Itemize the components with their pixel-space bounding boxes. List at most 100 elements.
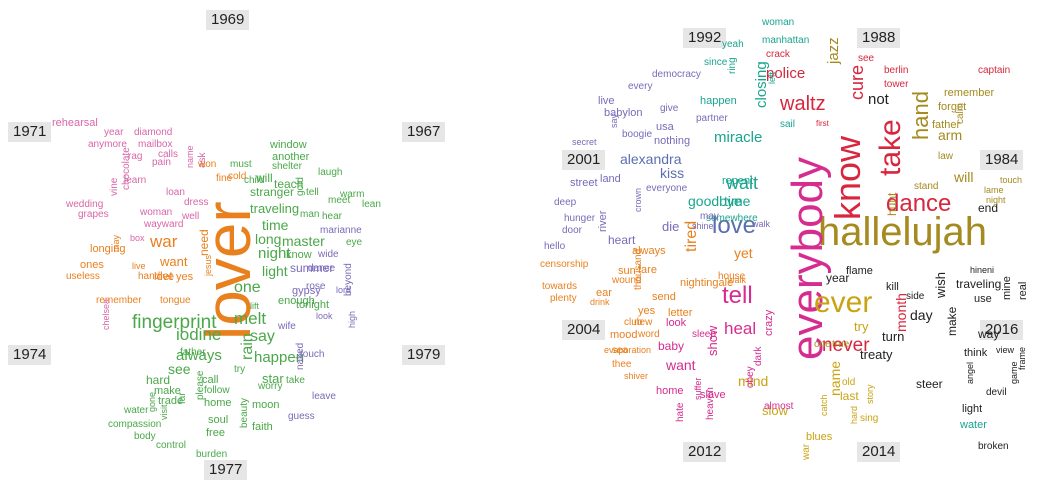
cloud-word-cure: cure xyxy=(847,64,867,100)
cloud-word-another: another xyxy=(272,151,310,163)
cloud-word-see: see xyxy=(168,361,191,377)
cloud-word-rag: rag xyxy=(128,151,143,162)
cloud-word-yet: yet xyxy=(734,245,753,261)
cloud-word-worry: worry xyxy=(258,381,283,392)
cloud-word-arm: arm xyxy=(938,127,963,143)
cloud-word-stranger: stranger xyxy=(250,185,295,199)
cloud-word-take: take xyxy=(874,119,907,176)
cloud-word-hand: hand xyxy=(138,271,161,282)
year-label-2004: 2004 xyxy=(562,320,606,340)
cloud-word-street: street xyxy=(570,177,598,189)
cloud-word-rehearsal: rehearsal xyxy=(52,117,98,129)
cloud-word-meet: meet xyxy=(328,195,351,206)
cloud-word-shine: shine xyxy=(692,221,714,231)
cloud-word-give: give xyxy=(660,103,679,114)
cloud-word-lord: lord xyxy=(336,285,352,295)
cloud-word-law: law xyxy=(938,151,954,162)
cloud-word-left: left xyxy=(767,71,777,84)
cloud-word-home: home xyxy=(204,397,232,409)
cloud-word-must: must xyxy=(230,159,252,170)
cloud-word-turn: turn xyxy=(882,329,905,344)
cloud-word-club: club xyxy=(624,317,643,328)
cloud-word-yeah: yeah xyxy=(722,39,744,50)
cloud-word-useless: useless xyxy=(66,271,100,282)
cloud-word-story: story xyxy=(865,384,875,404)
cloud-word-one: one xyxy=(234,279,261,296)
cloud-word-sun: sun xyxy=(618,265,636,277)
cloud-word-fingerprint: fingerprint xyxy=(132,312,217,333)
cloud-word-one: one xyxy=(814,339,831,350)
cloud-word-yes: yes xyxy=(638,305,656,317)
cloud-word-hear: hear xyxy=(322,211,343,222)
cloud-word-want: want xyxy=(666,357,696,373)
cloud-word-tell: tell xyxy=(306,187,319,198)
cloud-word-man: man xyxy=(300,209,320,220)
cloud-word-burden: burden xyxy=(196,449,228,460)
cloud-word-eye: eye xyxy=(346,237,363,248)
cloud-word-gypsy: gypsy xyxy=(292,285,321,297)
cloud-word-jesus: jesus xyxy=(203,254,213,276)
cloud-word-laugh: laugh xyxy=(318,167,343,178)
cloud-word-soul: soul xyxy=(208,414,229,426)
cloud-word-not: not xyxy=(868,91,889,108)
year-label-1974: 1974 xyxy=(8,345,52,365)
cloud-word-yes: yes xyxy=(176,271,194,283)
cloud-word-ear: ear xyxy=(596,287,612,299)
cloud-word-kill: kill xyxy=(886,281,899,293)
cloud-word-river: river xyxy=(597,210,609,232)
cloud-word-walk: walk xyxy=(728,275,747,285)
cloud-word-tell: tell xyxy=(722,282,753,309)
cloud-word-summer: summer xyxy=(290,261,334,275)
cloud-word-happen: happen xyxy=(700,95,737,107)
cloud-word-anymore: anymore xyxy=(88,139,127,150)
cloud-word-tongue: tongue xyxy=(160,295,191,306)
cloud-word-lift: lift xyxy=(250,301,259,311)
cloud-word-gone: gone xyxy=(147,391,157,412)
cloud-word-deep: deep xyxy=(554,197,577,208)
cloud-word-live: live xyxy=(132,261,146,271)
word-cloud-left: 1969 1967 1971 1974 1979 1977 lover fingerprint… xyxy=(0,0,450,480)
cloud-word-night: night xyxy=(258,245,291,262)
cloud-word-want: want xyxy=(160,254,188,269)
cloud-word-make: make xyxy=(154,385,181,397)
cloud-word-manhattan: manhattan xyxy=(762,35,810,46)
cloud-word-hand: hand xyxy=(908,91,933,140)
cloud-word-mood: mood xyxy=(610,329,638,341)
cloud-word-suffer: suffer xyxy=(693,377,703,400)
cloud-word-moon: moon xyxy=(252,399,280,411)
cloud-word-secret: secret xyxy=(572,137,597,147)
cloud-word-captain: captain xyxy=(978,65,1011,76)
cloud-word-child: child xyxy=(244,175,265,186)
cloud-word-tonight: tonight xyxy=(296,299,330,311)
year-label-2012: 2012 xyxy=(683,442,727,462)
cloud-word-frame: frame xyxy=(1017,346,1027,370)
cloud-word-wound: wound xyxy=(612,275,642,286)
cloud-word-leave: leave xyxy=(312,391,336,402)
cloud-word-naked: naked xyxy=(295,342,306,370)
cloud-word-treaty: treaty xyxy=(860,347,893,362)
year-label-2014: 2014 xyxy=(857,442,901,462)
cloud-word-tower: tower xyxy=(884,79,909,90)
cloud-word-follow: follow xyxy=(204,385,230,396)
cloud-word-crazy: crazy xyxy=(763,309,775,336)
cloud-word-gold: gold xyxy=(295,177,306,196)
cloud-word-calls: calls xyxy=(158,149,179,160)
cloud-word-long: long xyxy=(255,231,282,247)
cloud-word-melt: melt xyxy=(234,309,267,328)
cloud-word-rose: rose xyxy=(306,281,326,292)
cloud-word-everybody: everybody xyxy=(783,156,832,360)
cloud-word-dance: dance xyxy=(308,263,336,274)
cloud-word-use: use xyxy=(974,293,992,305)
cloud-word-side: side xyxy=(906,291,925,302)
cloud-word-trade: trade xyxy=(158,395,184,407)
cloud-word-window: window xyxy=(270,139,307,151)
cloud-word-way: way xyxy=(978,327,1000,341)
cloud-word-democracy: democracy xyxy=(652,69,701,80)
cloud-word-control: control xyxy=(156,440,187,451)
year-label-1977: 1977 xyxy=(204,460,248,480)
cloud-word-somewhere: somewhere xyxy=(706,213,758,224)
year-label-2016: 2016 xyxy=(980,320,1024,340)
cloud-word-light: light xyxy=(262,263,288,279)
cloud-word-end: end xyxy=(978,201,999,215)
cloud-word-die: die xyxy=(662,219,680,234)
